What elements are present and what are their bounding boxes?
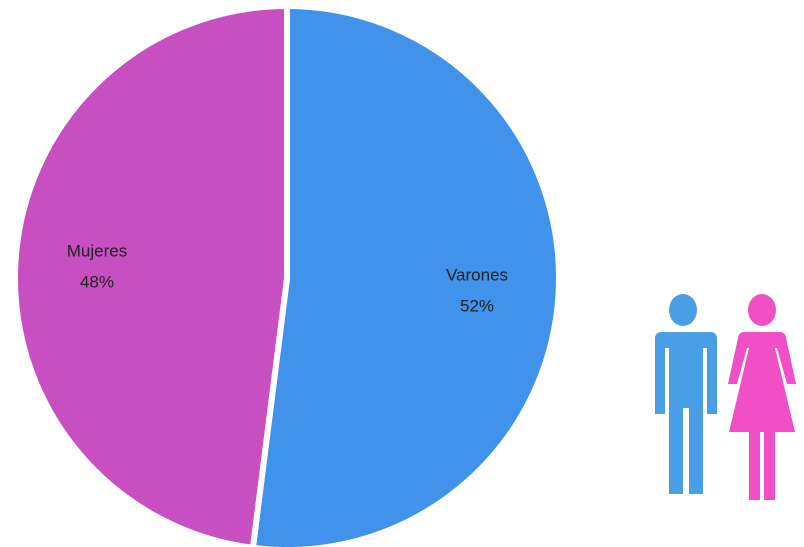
pie-slice bbox=[249, 3, 562, 547]
slice-value-label: 48% bbox=[80, 273, 114, 292]
pie-slice bbox=[12, 3, 290, 547]
slice-label: Mujeres bbox=[67, 242, 127, 261]
people-icon bbox=[655, 294, 796, 500]
slice-label: Varones bbox=[446, 265, 508, 284]
slice-value-label: 52% bbox=[460, 296, 494, 315]
